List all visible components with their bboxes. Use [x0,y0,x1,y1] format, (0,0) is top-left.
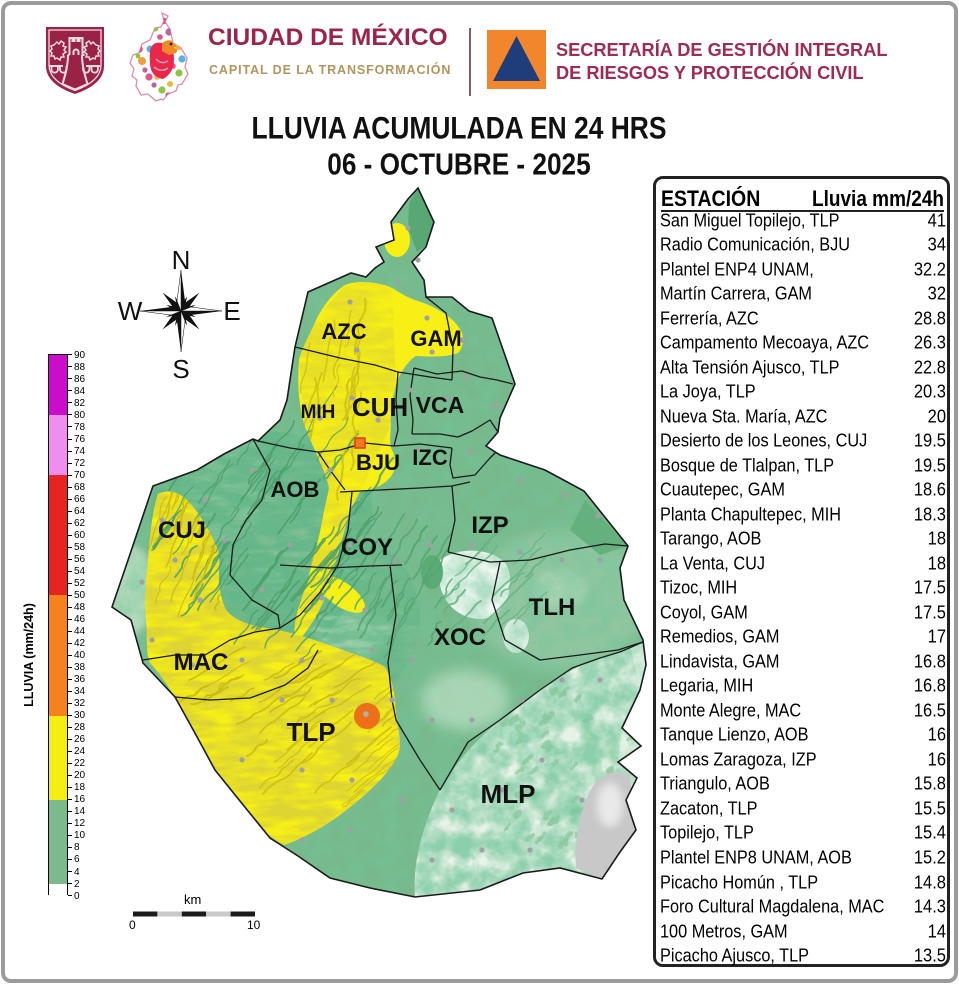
svg-text:GAM: GAM [410,326,461,351]
svg-text:CUH: CUH [352,392,408,422]
svg-text:IZP: IZP [471,512,508,539]
svg-text:W: W [118,296,143,326]
svg-text:E: E [223,296,240,326]
svg-text:CUJ: CUJ [158,517,206,544]
svg-text:IZC: IZC [412,445,448,470]
svg-text:XOC: XOC [434,624,486,651]
svg-text:MIH: MIH [301,402,336,423]
svg-text:S: S [172,354,189,384]
svg-text:TLP: TLP [286,717,335,747]
svg-text:VCA: VCA [416,392,465,418]
svg-text:BJU: BJU [356,450,400,475]
svg-text:AZC: AZC [321,319,366,344]
svg-text:TLH: TLH [529,594,576,621]
svg-text:AOB: AOB [271,477,320,502]
svg-text:MAC: MAC [174,649,229,676]
svg-text:MLP: MLP [481,779,536,809]
svg-text:N: N [172,245,191,275]
svg-text:COY: COY [341,534,393,561]
